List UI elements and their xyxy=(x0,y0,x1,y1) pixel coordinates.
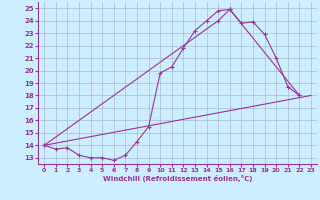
X-axis label: Windchill (Refroidissement éolien,°C): Windchill (Refroidissement éolien,°C) xyxy=(103,175,252,182)
